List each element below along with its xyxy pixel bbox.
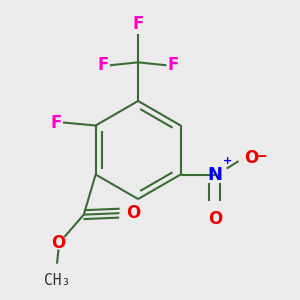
Text: O: O: [208, 210, 222, 228]
Text: +: +: [223, 156, 232, 166]
Text: N: N: [207, 166, 222, 184]
Text: F: F: [168, 56, 179, 74]
Text: O: O: [51, 234, 66, 252]
Text: −: −: [255, 149, 268, 164]
Text: F: F: [97, 56, 108, 74]
Text: O: O: [126, 204, 140, 222]
Text: F: F: [132, 15, 144, 33]
Text: O: O: [244, 149, 259, 167]
Text: F: F: [50, 113, 61, 131]
Text: CH₃: CH₃: [44, 273, 70, 288]
